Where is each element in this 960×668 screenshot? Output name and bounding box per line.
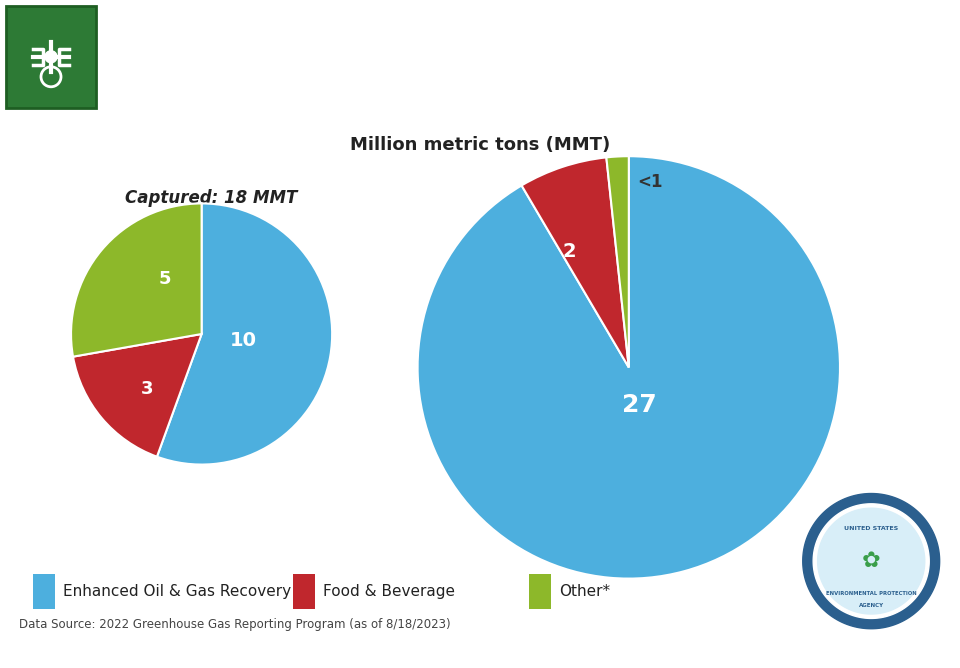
Polygon shape xyxy=(813,504,929,619)
FancyBboxPatch shape xyxy=(34,574,56,609)
FancyBboxPatch shape xyxy=(293,574,315,609)
Text: CAPTURED AND PRODUCED: CAPTURED AND PRODUCED xyxy=(558,24,929,48)
Polygon shape xyxy=(818,508,924,614)
Text: 3: 3 xyxy=(140,380,153,398)
Text: Enhanced Oil & Gas Recovery: Enhanced Oil & Gas Recovery xyxy=(63,584,291,599)
Text: Produced: 29 MMT: Produced: 29 MMT xyxy=(518,189,691,207)
Text: Million metric tons (MMT): Million metric tons (MMT) xyxy=(349,136,611,154)
Circle shape xyxy=(45,51,57,63)
Text: ✿: ✿ xyxy=(862,551,880,571)
Text: Captured: 18 MMT: Captured: 18 MMT xyxy=(125,189,298,207)
Wedge shape xyxy=(71,204,202,357)
Text: 2: 2 xyxy=(563,242,576,261)
Wedge shape xyxy=(607,156,629,367)
FancyBboxPatch shape xyxy=(529,574,551,609)
Wedge shape xyxy=(156,204,332,464)
Text: UNITED STATES: UNITED STATES xyxy=(844,526,899,531)
Text: Other*: Other* xyxy=(559,584,611,599)
Wedge shape xyxy=(521,158,629,367)
Text: 10: 10 xyxy=(229,331,257,350)
Text: Data Source: 2022 Greenhouse Gas Reporting Program (as of 8/18/2023): Data Source: 2022 Greenhouse Gas Reporti… xyxy=(19,618,451,631)
Text: 5: 5 xyxy=(158,270,171,288)
Wedge shape xyxy=(73,334,202,457)
Text: PRIMARY END USES FOR CO: PRIMARY END USES FOR CO xyxy=(115,24,485,48)
Text: <1: <1 xyxy=(637,172,662,190)
FancyBboxPatch shape xyxy=(6,6,96,108)
Text: 2: 2 xyxy=(545,38,556,53)
Wedge shape xyxy=(418,156,840,578)
Text: AGENCY: AGENCY xyxy=(858,603,884,608)
Text: ENVIRONMENTAL PROTECTION: ENVIRONMENTAL PROTECTION xyxy=(826,591,917,596)
Text: Food & Beverage: Food & Beverage xyxy=(323,584,455,599)
Text: (2022): (2022) xyxy=(115,69,203,94)
Text: 27: 27 xyxy=(622,393,657,418)
Polygon shape xyxy=(803,494,940,629)
